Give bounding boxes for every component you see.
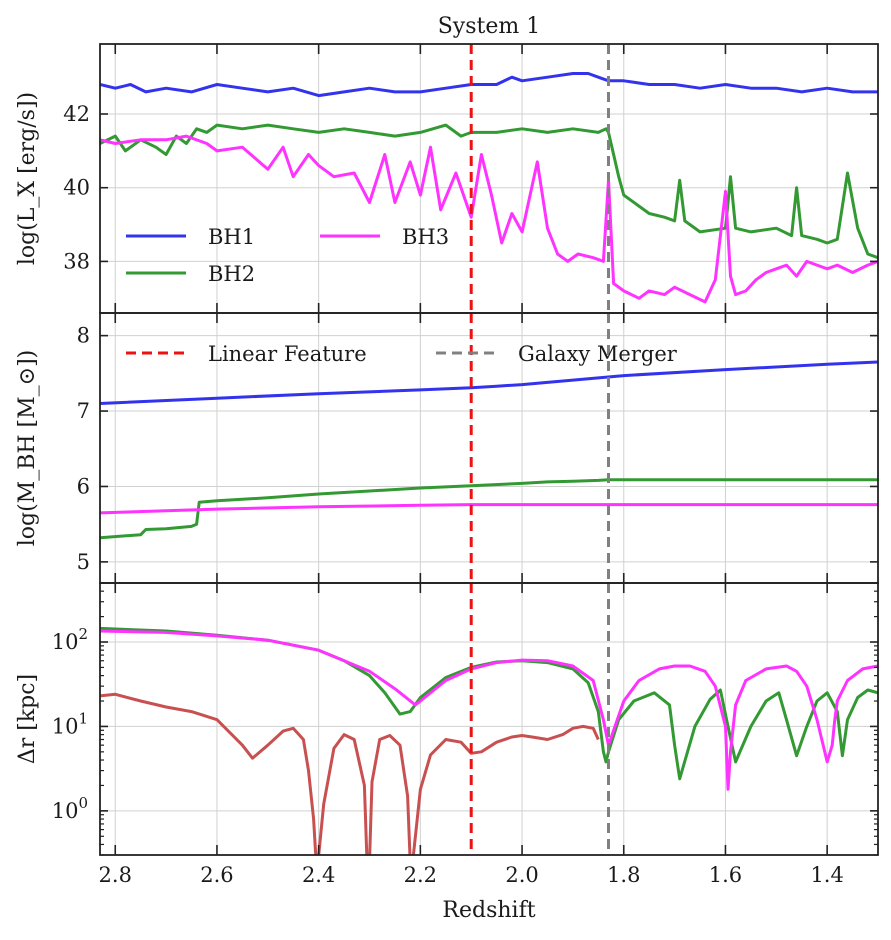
x-tick-label: 1.6 <box>709 863 742 887</box>
series-line-bh3 <box>100 503 878 515</box>
x-tick-label: 2.8 <box>99 863 132 887</box>
x-tick-label: 2.2 <box>404 863 437 887</box>
vline-layer <box>469 44 610 855</box>
y-axis-label: log(M_BH [M_⊙]) <box>15 350 40 547</box>
legend-label-bh1: BH1 <box>208 225 255 249</box>
series-line-bh1 <box>100 360 878 405</box>
y-tick-label: 101 <box>52 709 88 738</box>
series-line-bh3 <box>100 629 878 791</box>
series-line-bh2 <box>100 123 878 260</box>
series-layer <box>100 72 878 855</box>
series-line-bh3 <box>100 134 878 304</box>
chart-title: System 1 <box>438 14 541 39</box>
legend-layer: BH1 BH2 BH3 Linear Feature Galaxy Merger <box>126 225 678 366</box>
x-tick-label: 2.4 <box>302 863 335 887</box>
y-tick-label: 7 <box>77 399 90 423</box>
y-tick-label: 100 <box>52 794 88 823</box>
legend-label-galaxy-merger: Galaxy Merger <box>518 342 678 366</box>
series-line-bh2 <box>100 626 878 781</box>
x-tick-label: 2.6 <box>200 863 233 887</box>
series-line-bh1-bh3 <box>100 692 600 855</box>
y-tick-label: 40 <box>63 176 90 200</box>
x-tick-label: 1.8 <box>607 863 640 887</box>
axes-layer: 38 40 42 log(L_X [erg/s]) 5 6 7 8 log(M_BH [M_⊙]… <box>15 43 879 887</box>
y-axis-label: Δr [kpc] <box>15 674 40 764</box>
y-tick-label: 8 <box>77 324 90 348</box>
y-tick-label: 38 <box>63 249 90 273</box>
y-tick-label: 6 <box>77 474 90 498</box>
y-tick-label: 5 <box>77 550 90 574</box>
y-tick-label: 102 <box>52 625 88 654</box>
legend-label-bh3: BH3 <box>402 225 449 249</box>
legend-label-bh2: BH2 <box>208 262 255 286</box>
legend-label-linear-feature: Linear Feature <box>208 342 367 366</box>
x-tick-label: 1.4 <box>810 863 843 887</box>
y-tick-label: 42 <box>63 102 90 126</box>
series-line-bh2 <box>100 478 878 540</box>
series-line-bh1 <box>100 72 878 98</box>
panel-frame <box>99 582 879 856</box>
y-axis-label: log(L_X [erg/s]) <box>15 92 40 265</box>
x-axis-label: Redshift <box>442 898 535 923</box>
x-tick-label: 2.0 <box>505 863 538 887</box>
